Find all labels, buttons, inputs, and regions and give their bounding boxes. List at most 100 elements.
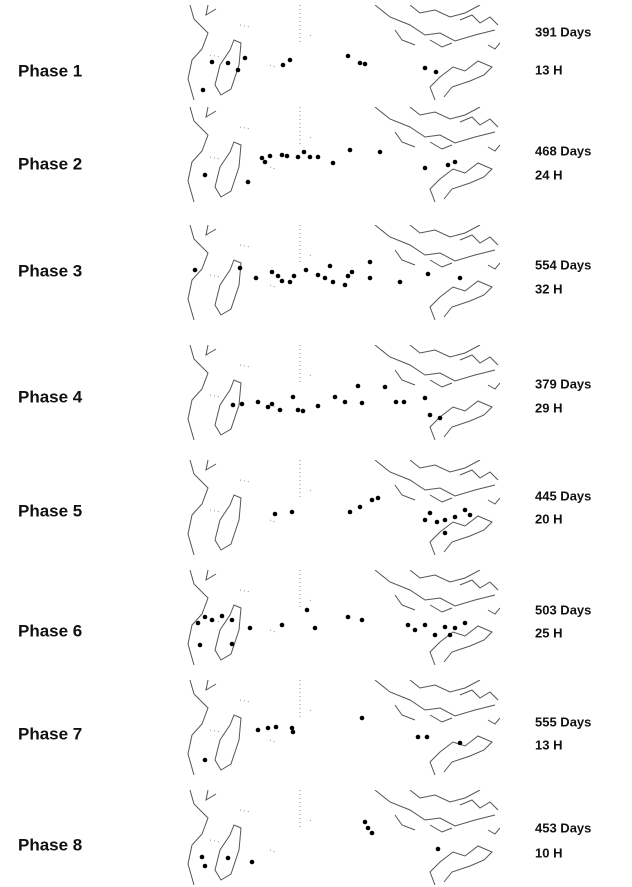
event-dot — [202, 757, 208, 763]
event-dot — [345, 53, 351, 59]
duration-hours: 10 H — [535, 845, 562, 860]
event-dot — [445, 162, 451, 168]
event-dot — [415, 734, 421, 740]
event-dot — [295, 407, 301, 413]
event-dot — [442, 530, 448, 536]
event-dot — [209, 59, 215, 65]
event-dot — [279, 152, 285, 158]
event-dot — [462, 620, 468, 626]
phase-panel: Phase 3 554 Days 32 H — [18, 225, 591, 320]
event-dot — [272, 511, 278, 517]
event-dot — [304, 607, 310, 613]
event-dot — [367, 275, 373, 281]
duration-days: 555 Days — [535, 714, 591, 729]
event-dot — [265, 404, 271, 410]
event-dot — [422, 165, 428, 171]
map — [188, 790, 500, 885]
duration-days: 379 Days — [535, 376, 591, 391]
event-dot — [425, 271, 431, 277]
event-dot — [345, 614, 351, 620]
event-dot — [422, 65, 428, 71]
phase-label: Phase 2 — [18, 154, 82, 173]
event-dot — [359, 715, 365, 721]
event-dot — [287, 57, 293, 63]
map — [188, 5, 500, 100]
event-dot — [267, 153, 273, 159]
phase-label: Phase 8 — [18, 835, 82, 854]
event-dot — [342, 282, 348, 288]
event-dot — [275, 273, 281, 279]
event-dot — [199, 854, 205, 860]
duration-hours: 32 H — [535, 281, 562, 296]
event-dot — [347, 147, 353, 153]
duration-days: 468 Days — [535, 143, 591, 158]
event-dot — [452, 159, 458, 165]
event-dot — [452, 514, 458, 520]
event-dot — [245, 179, 251, 185]
map — [188, 107, 500, 202]
phase-label: Phase 3 — [18, 261, 82, 280]
event-dot — [357, 60, 363, 66]
event-dot — [393, 399, 399, 405]
event-dot — [249, 859, 255, 865]
duration-hours: 13 H — [535, 62, 562, 77]
phase-panel: Phase 6 503 Days 25 H — [18, 570, 591, 665]
event-dot — [382, 384, 388, 390]
event-dot — [347, 509, 353, 515]
duration-days: 391 Days — [535, 24, 591, 39]
event-dot — [277, 407, 283, 413]
event-dot — [422, 622, 428, 628]
event-dot — [230, 402, 236, 408]
event-dot — [262, 159, 268, 165]
event-dot — [315, 154, 321, 160]
event-dot — [369, 497, 375, 503]
event-dot — [357, 504, 363, 510]
duration-days: 554 Days — [535, 257, 591, 272]
event-dot — [362, 819, 368, 825]
phase-label: Phase 5 — [18, 501, 82, 520]
event-dot — [289, 725, 295, 731]
event-dot — [255, 727, 261, 733]
event-dot — [462, 507, 468, 513]
phase-panel: Phase 4 379 Days 29 H — [18, 345, 591, 440]
event-dot — [359, 617, 365, 623]
event-dot — [342, 399, 348, 405]
event-dot — [229, 617, 235, 623]
event-dot — [300, 408, 306, 414]
event-dot — [289, 509, 295, 515]
map — [188, 345, 500, 440]
map — [188, 680, 500, 775]
event-dot — [365, 825, 371, 831]
event-dot — [452, 625, 458, 631]
event-dot — [315, 403, 321, 409]
event-dot — [219, 613, 225, 619]
event-dot — [195, 620, 201, 626]
event-dot — [447, 632, 453, 638]
event-dot — [322, 275, 328, 281]
event-dot — [265, 725, 271, 731]
event-dot — [405, 622, 411, 628]
event-dot — [202, 172, 208, 178]
phase-panel: Phase 1 391 Days 13 H — [18, 5, 591, 100]
duration-hours: 24 H — [535, 167, 562, 182]
map — [188, 570, 500, 665]
event-dot — [253, 275, 259, 281]
event-dot — [197, 642, 203, 648]
event-dot — [330, 160, 336, 166]
event-dot — [290, 729, 296, 735]
event-dot — [295, 154, 301, 160]
event-dot — [422, 517, 428, 523]
event-dot — [467, 512, 473, 518]
event-dot — [432, 632, 438, 638]
event-dot — [412, 627, 418, 633]
duration-hours: 20 H — [535, 511, 562, 526]
event-dot — [435, 846, 441, 852]
event-dot — [332, 394, 338, 400]
event-dot — [327, 263, 333, 269]
event-dot — [433, 69, 439, 75]
event-dot — [457, 740, 463, 746]
duration-hours: 13 H — [535, 737, 562, 752]
event-dot — [200, 87, 206, 93]
